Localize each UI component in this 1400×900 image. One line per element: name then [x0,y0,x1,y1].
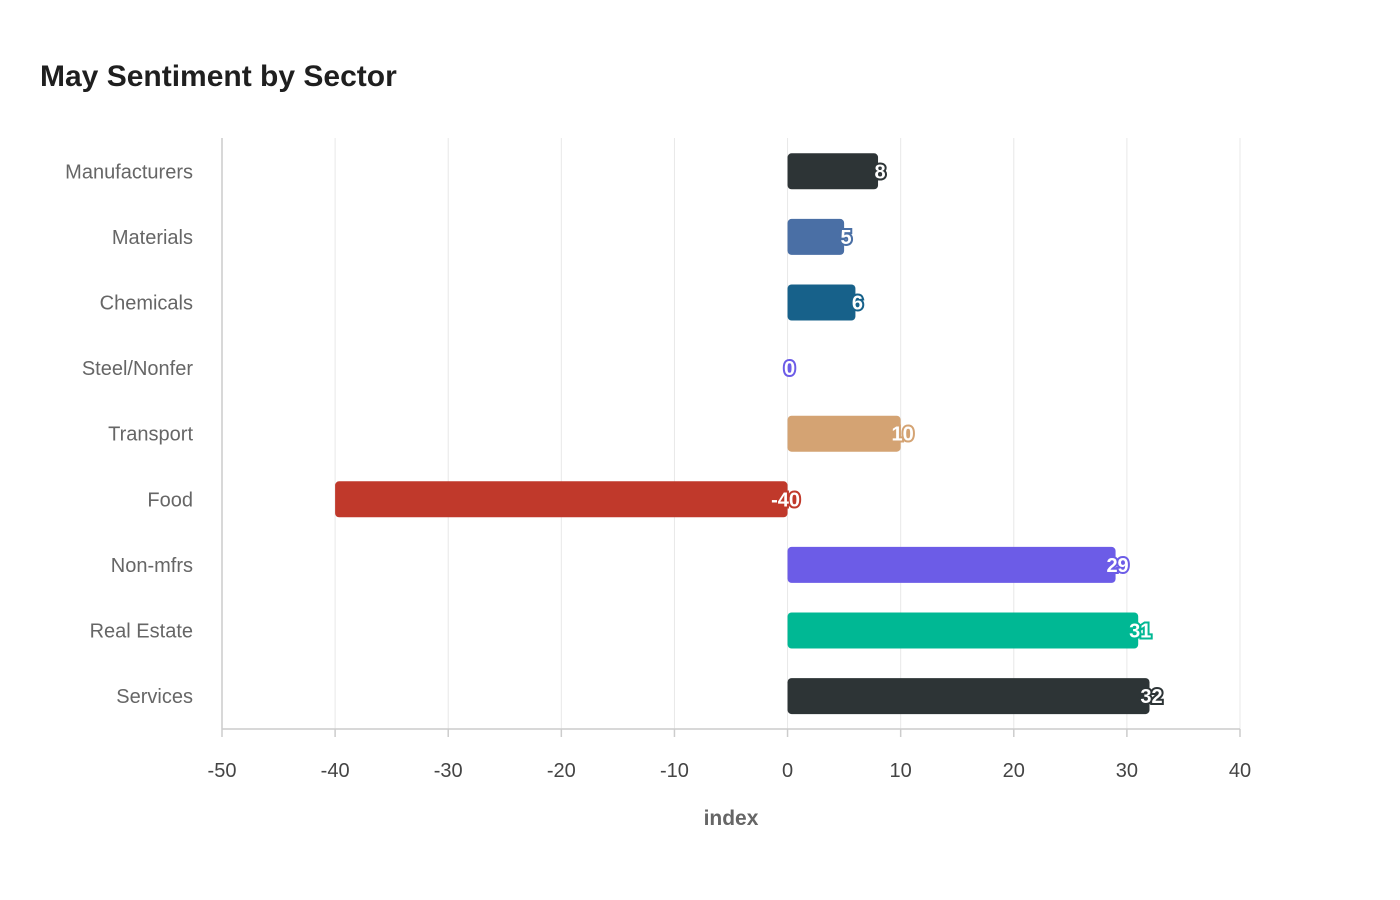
data-label: 5 [841,227,852,249]
category-label: Chemicals [100,293,193,315]
bar [787,546,1116,583]
label-layer: -50 -40 -30 -20 -10 0 10 20 30 40 Manufacturers 8 Ma… [65,159,1251,782]
category-label: Services [116,686,193,708]
x-tick-label: -30 [434,760,463,782]
x-tick-label: -50 [208,760,237,782]
category-label: Steel/Nonfer [82,358,194,380]
bar-layer [335,153,1150,715]
x-tick-label: -20 [547,760,576,782]
bar [787,284,856,321]
x-tick-label: 0 [782,760,793,782]
x-tick-label: 30 [1116,760,1138,782]
bar [787,218,845,255]
data-label: 29 [1106,555,1128,577]
x-tick-label: 40 [1229,760,1251,782]
x-tick-label: 10 [890,760,912,782]
category-label: Food [147,489,193,511]
data-label: -40 [771,489,800,511]
category-label: Non-mfrs [111,555,193,577]
data-label: 6 [852,293,863,315]
category-label: Manufacturers [65,161,193,183]
x-tick-label: 20 [1003,760,1025,782]
data-label: 0 [784,358,795,380]
x-axis-label: index [704,807,759,830]
bar [787,153,879,190]
bar [787,678,1150,715]
chart-title: May Sentiment by Sector [40,60,397,93]
data-label: 10 [892,424,914,446]
bar [787,415,901,452]
category-label: Real Estate [90,621,193,643]
category-label: Transport [108,424,193,446]
data-label: 31 [1129,621,1151,643]
data-label: 32 [1140,686,1162,708]
category-label: Materials [112,227,193,249]
bar [787,612,1139,649]
x-tick-label: -40 [321,760,350,782]
data-label: 8 [874,161,885,183]
x-tick-label: -10 [660,760,689,782]
bar [335,481,788,518]
